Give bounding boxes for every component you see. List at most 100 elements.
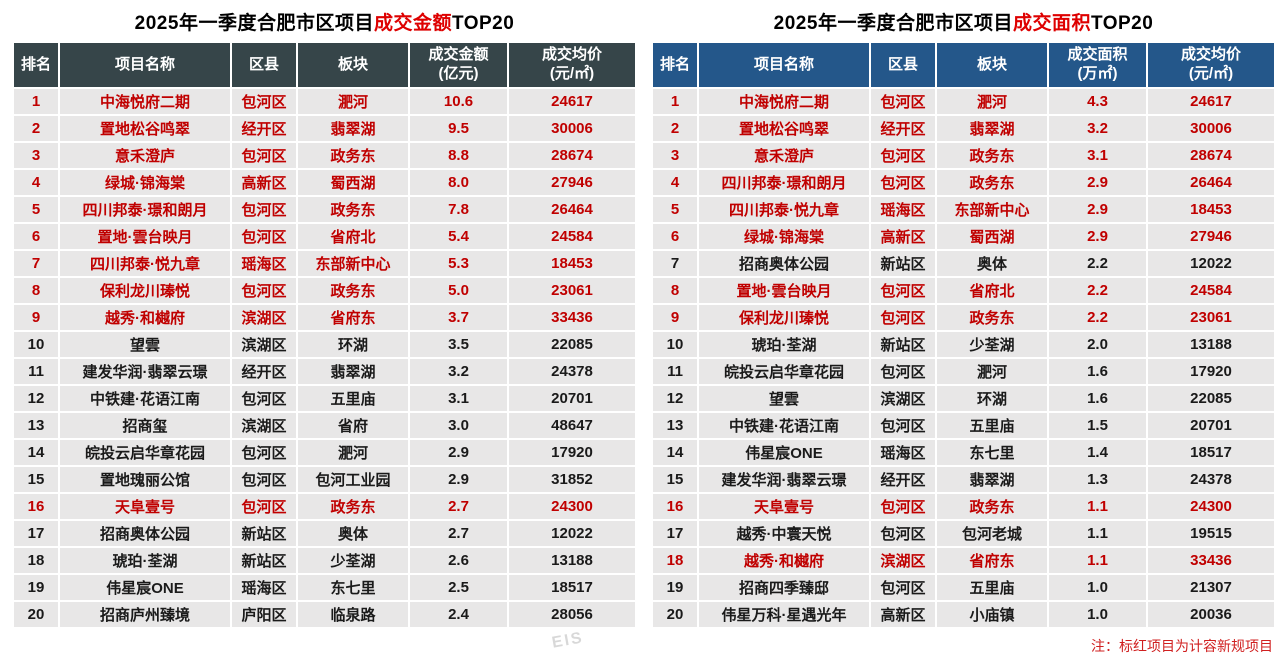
cell-price: 24617 xyxy=(509,89,635,114)
cell-price: 23061 xyxy=(509,278,635,303)
cell-rank: 5 xyxy=(653,197,697,222)
cell-rank: 15 xyxy=(14,467,58,492)
area-top20-table: 排名 项目名称 区县 板块 成交面积 (万㎡) 成交均价 (元/㎡) 1 中海悦府二期 包河区 淝河… xyxy=(651,41,1276,629)
cell-rank: 3 xyxy=(653,143,697,168)
cell-price: 24300 xyxy=(509,494,635,519)
cell-district: 包河区 xyxy=(871,305,935,330)
cell-value: 1.6 xyxy=(1049,386,1146,411)
col-header-name: 项目名称 xyxy=(699,43,869,87)
table-row: 14 伟星宸ONE 瑶海区 东七里 1.4 18517 xyxy=(653,440,1274,465)
cell-value: 1.6 xyxy=(1049,359,1146,384)
cell-value: 2.0 xyxy=(1049,332,1146,357)
cell-board: 淝河 xyxy=(298,440,408,465)
cell-name: 绿城·锦海棠 xyxy=(699,224,869,249)
cell-price: 22085 xyxy=(1148,386,1274,411)
cell-district: 瑶海区 xyxy=(871,197,935,222)
cell-value: 2.2 xyxy=(1049,278,1146,303)
cell-district: 包河区 xyxy=(232,278,296,303)
table-row: 9 越秀·和樾府 滨湖区 省府东 3.7 33436 xyxy=(14,305,635,330)
cell-price: 20701 xyxy=(509,386,635,411)
col-header-price: 成交均价 (元/㎡) xyxy=(1148,43,1274,87)
cell-board: 政务东 xyxy=(937,305,1047,330)
cell-price: 19515 xyxy=(1148,521,1274,546)
area-top20-table-card: 2025年一季度合肥市区项目成交面积TOP20 排名 项目名称 区县 板块 成交面积 (万… xyxy=(651,5,1276,629)
cell-price: 27946 xyxy=(1148,224,1274,249)
cell-value: 2.7 xyxy=(410,521,507,546)
cell-rank: 10 xyxy=(14,332,58,357)
cell-district: 包河区 xyxy=(232,143,296,168)
table-row: 20 伟星万科·星遇光年 高新区 小庙镇 1.0 20036 xyxy=(653,602,1274,627)
cell-rank: 7 xyxy=(653,251,697,276)
cell-value: 1.1 xyxy=(1049,521,1146,546)
table-row: 12 望雲 滨湖区 环湖 1.6 22085 xyxy=(653,386,1274,411)
cell-district: 新站区 xyxy=(871,251,935,276)
table-row: 15 置地瑰丽公馆 包河区 包河工业园 2.9 31852 xyxy=(14,467,635,492)
cell-rank: 2 xyxy=(653,116,697,141)
cell-price: 24378 xyxy=(1148,467,1274,492)
table-row: 19 招商四季臻邸 包河区 五里庙 1.0 21307 xyxy=(653,575,1274,600)
cell-price: 28056 xyxy=(509,602,635,627)
cell-price: 18517 xyxy=(509,575,635,600)
cell-name: 琥珀·荃湖 xyxy=(60,548,230,573)
cell-name: 绿城·锦海棠 xyxy=(60,170,230,195)
cell-value: 3.0 xyxy=(410,413,507,438)
cell-rank: 1 xyxy=(14,89,58,114)
cell-rank: 14 xyxy=(653,440,697,465)
cell-price: 24300 xyxy=(1148,494,1274,519)
cell-district: 包河区 xyxy=(871,89,935,114)
cell-value: 2.7 xyxy=(410,494,507,519)
cell-board: 东部新中心 xyxy=(937,197,1047,222)
title-highlight: 成交金额 xyxy=(373,13,452,34)
cell-value: 7.8 xyxy=(410,197,507,222)
cell-name: 四川邦泰·悦九章 xyxy=(60,251,230,276)
cell-rank: 12 xyxy=(14,386,58,411)
title-highlight: 成交面积 xyxy=(1012,13,1091,34)
col-header-district: 区县 xyxy=(232,43,296,87)
cell-rank: 6 xyxy=(14,224,58,249)
cell-rank: 17 xyxy=(14,521,58,546)
cell-value: 3.1 xyxy=(1049,143,1146,168)
cell-rank: 9 xyxy=(653,305,697,330)
col-header-board: 板块 xyxy=(298,43,408,87)
cell-rank: 18 xyxy=(14,548,58,573)
amount-top20-table-card: 2025年一季度合肥市区项目成交金额TOP20 排名 项目名称 区县 板块 成交金额 (亿… xyxy=(12,5,637,629)
cell-name: 招商庐州臻境 xyxy=(60,602,230,627)
cell-board: 少荃湖 xyxy=(937,332,1047,357)
cell-rank: 9 xyxy=(14,305,58,330)
table-row: 2 置地松谷鸣翠 经开区 翡翠湖 3.2 30006 xyxy=(653,116,1274,141)
table-row: 17 招商奥体公园 新站区 奥体 2.7 12022 xyxy=(14,521,635,546)
cell-price: 28674 xyxy=(509,143,635,168)
table-row: 3 意禾澄庐 包河区 政务东 8.8 28674 xyxy=(14,143,635,168)
cell-board: 环湖 xyxy=(937,386,1047,411)
cell-price: 26464 xyxy=(509,197,635,222)
cell-value: 2.6 xyxy=(410,548,507,573)
title-prefix: 2025年一季度合肥市区项目 xyxy=(134,13,374,34)
cell-board: 东七里 xyxy=(937,440,1047,465)
cell-price: 18517 xyxy=(1148,440,1274,465)
cell-district: 高新区 xyxy=(232,170,296,195)
cell-board: 翡翠湖 xyxy=(298,359,408,384)
cell-board: 政务东 xyxy=(937,494,1047,519)
cell-name: 保利龙川瑧悦 xyxy=(60,278,230,303)
cell-name: 四川邦泰·璟和朗月 xyxy=(699,170,869,195)
cell-district: 包河区 xyxy=(871,278,935,303)
cell-board: 东部新中心 xyxy=(298,251,408,276)
cell-board: 翡翠湖 xyxy=(937,467,1047,492)
cell-board: 淝河 xyxy=(937,89,1047,114)
cell-board: 奥体 xyxy=(937,251,1047,276)
cell-price: 17920 xyxy=(509,440,635,465)
cell-rank: 19 xyxy=(14,575,58,600)
cell-district: 新站区 xyxy=(871,332,935,357)
cell-price: 30006 xyxy=(509,116,635,141)
cell-board: 五里庙 xyxy=(298,386,408,411)
cell-value: 8.8 xyxy=(410,143,507,168)
table-row: 11 皖投云启华章花园 包河区 淝河 1.6 17920 xyxy=(653,359,1274,384)
table-row: 16 天阜壹号 包河区 政务东 2.7 24300 xyxy=(14,494,635,519)
cell-name: 越秀·中寰天悦 xyxy=(699,521,869,546)
cell-name: 望雲 xyxy=(60,332,230,357)
cell-value: 2.5 xyxy=(410,575,507,600)
cell-district: 包河区 xyxy=(232,494,296,519)
cell-district: 包河区 xyxy=(232,224,296,249)
cell-rank: 11 xyxy=(653,359,697,384)
cell-value: 8.0 xyxy=(410,170,507,195)
